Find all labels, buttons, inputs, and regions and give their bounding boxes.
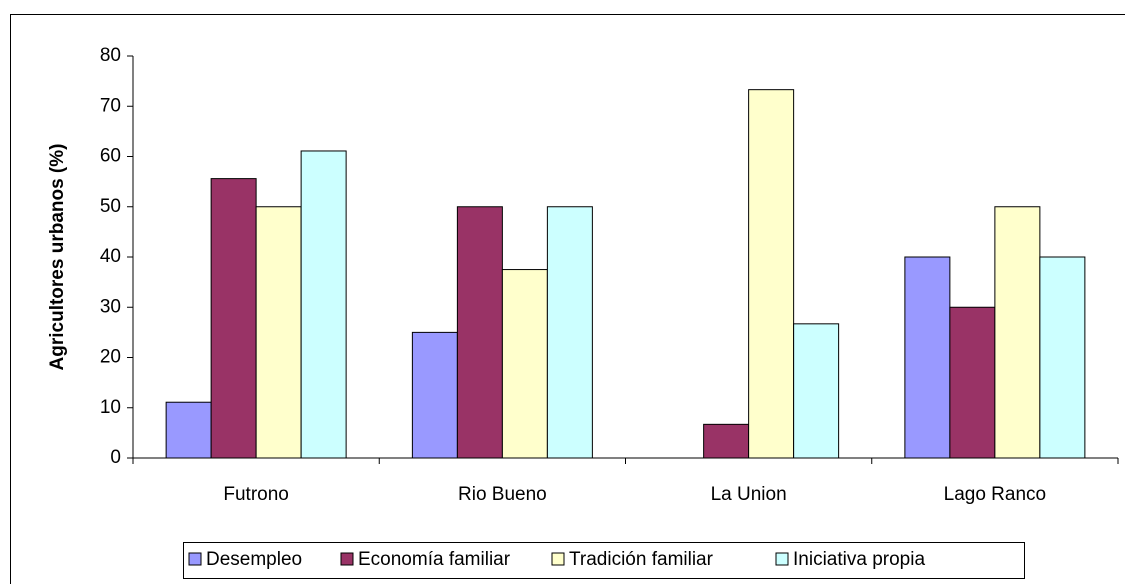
legend-label: Desempleo bbox=[206, 549, 302, 570]
x-tick-label: Lago Ranco bbox=[944, 484, 1046, 505]
bar bbox=[210, 178, 257, 459]
x-tick-label: Rio Bueno bbox=[458, 484, 547, 505]
bar bbox=[411, 331, 458, 459]
bar bbox=[949, 306, 996, 459]
bar bbox=[300, 150, 347, 459]
y-tick-label: 20 bbox=[100, 347, 121, 368]
legend-swatch bbox=[188, 552, 202, 566]
bar bbox=[255, 206, 302, 459]
legend-label: Tradición familiar bbox=[569, 549, 714, 570]
bar bbox=[165, 401, 212, 459]
legend-label: Iniciativa propia bbox=[793, 549, 925, 570]
y-tick-label: 50 bbox=[100, 196, 121, 217]
y-tick-label: 40 bbox=[100, 246, 121, 267]
y-tick-label: 80 bbox=[100, 45, 121, 66]
legend-swatch bbox=[551, 552, 565, 566]
bar bbox=[904, 256, 951, 459]
legend-box bbox=[183, 542, 1025, 579]
y-tick-label: 0 bbox=[110, 447, 121, 468]
legend-swatch bbox=[340, 552, 354, 566]
y-axis-label: Agricultores urbanos (%) bbox=[47, 144, 68, 371]
bar bbox=[546, 206, 593, 459]
bar bbox=[456, 206, 503, 459]
legend-label: Economía familiar bbox=[358, 549, 511, 570]
bar bbox=[703, 423, 750, 459]
chart-frame bbox=[10, 14, 1125, 584]
x-tick-label: La Union bbox=[711, 484, 787, 505]
legend-swatch bbox=[775, 552, 789, 566]
bar bbox=[501, 269, 548, 459]
bar bbox=[793, 323, 840, 459]
y-tick-label: 60 bbox=[100, 146, 121, 167]
y-tick-label: 70 bbox=[100, 95, 121, 116]
y-tick-label: 30 bbox=[100, 296, 121, 317]
x-tick-label: Futrono bbox=[223, 484, 288, 505]
bar bbox=[748, 89, 795, 459]
y-tick-label: 10 bbox=[100, 397, 121, 418]
bar bbox=[1039, 256, 1086, 459]
bar bbox=[994, 206, 1041, 459]
